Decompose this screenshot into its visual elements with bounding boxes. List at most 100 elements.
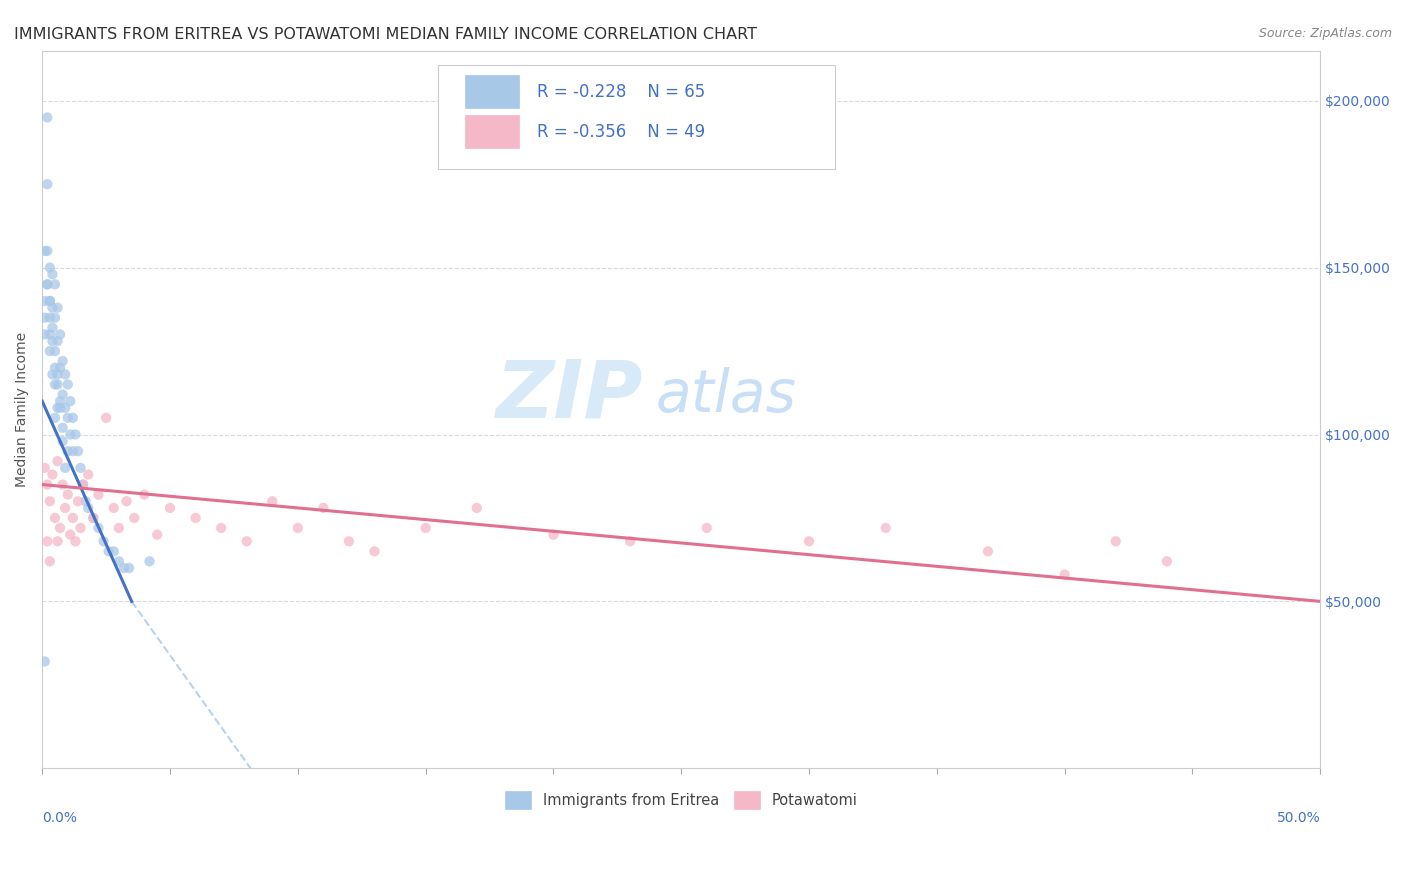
Point bbox=[34, 293, 56, 308]
Point bbox=[1105, 534, 1128, 549]
Point bbox=[66, 494, 89, 508]
Point bbox=[77, 500, 100, 515]
Text: 0.0%: 0.0% bbox=[42, 812, 77, 825]
Point bbox=[103, 544, 125, 558]
Point bbox=[82, 511, 104, 525]
Point bbox=[38, 310, 60, 325]
Point bbox=[103, 500, 125, 515]
Point bbox=[66, 444, 89, 458]
Point bbox=[46, 377, 69, 392]
Point bbox=[72, 477, 94, 491]
Point bbox=[62, 444, 84, 458]
Point bbox=[52, 387, 75, 401]
Point bbox=[41, 368, 63, 382]
Point bbox=[62, 410, 84, 425]
Point bbox=[37, 277, 59, 292]
Point bbox=[46, 368, 69, 382]
Point bbox=[37, 244, 59, 258]
Point bbox=[44, 377, 66, 392]
Point bbox=[619, 534, 641, 549]
Point bbox=[82, 511, 104, 525]
Text: atlas: atlas bbox=[655, 367, 797, 424]
Point bbox=[38, 554, 60, 568]
Point bbox=[37, 534, 59, 549]
Point bbox=[159, 500, 181, 515]
Point bbox=[37, 277, 59, 292]
Point bbox=[56, 444, 79, 458]
Point bbox=[34, 461, 56, 475]
Point bbox=[49, 360, 72, 375]
Point bbox=[59, 427, 82, 442]
Point bbox=[875, 521, 897, 535]
Point bbox=[44, 511, 66, 525]
Point bbox=[1156, 554, 1178, 568]
Point bbox=[52, 434, 75, 449]
Point bbox=[44, 410, 66, 425]
Legend: Immigrants from Eritrea, Potawatomi: Immigrants from Eritrea, Potawatomi bbox=[499, 785, 863, 814]
Text: ZIP: ZIP bbox=[495, 356, 643, 434]
Point bbox=[34, 327, 56, 342]
Text: R = -0.228    N = 65: R = -0.228 N = 65 bbox=[537, 83, 704, 101]
Point bbox=[93, 534, 115, 549]
Point bbox=[38, 260, 60, 275]
Point bbox=[34, 655, 56, 669]
Text: Source: ZipAtlas.com: Source: ZipAtlas.com bbox=[1258, 27, 1392, 40]
Point bbox=[41, 334, 63, 348]
Point bbox=[97, 544, 120, 558]
FancyBboxPatch shape bbox=[439, 65, 835, 169]
Point bbox=[52, 477, 75, 491]
Point bbox=[38, 344, 60, 359]
Point bbox=[69, 461, 91, 475]
Point bbox=[46, 534, 69, 549]
Point bbox=[87, 521, 110, 535]
Point bbox=[115, 494, 138, 508]
Point bbox=[209, 521, 232, 535]
Point bbox=[46, 334, 69, 348]
Point bbox=[65, 534, 87, 549]
Point bbox=[49, 521, 72, 535]
Point bbox=[41, 467, 63, 482]
Point bbox=[56, 410, 79, 425]
Point bbox=[138, 554, 160, 568]
Point bbox=[59, 394, 82, 409]
Point bbox=[75, 494, 97, 508]
Point bbox=[112, 561, 135, 575]
Point bbox=[87, 487, 110, 501]
Y-axis label: Median Family Income: Median Family Income bbox=[15, 332, 30, 487]
FancyBboxPatch shape bbox=[465, 75, 519, 108]
Point bbox=[122, 511, 145, 525]
Point bbox=[37, 177, 59, 191]
Point bbox=[52, 421, 75, 435]
Point bbox=[38, 327, 60, 342]
Point bbox=[38, 293, 60, 308]
Point bbox=[235, 534, 257, 549]
Point bbox=[34, 244, 56, 258]
Point bbox=[65, 427, 87, 442]
Point bbox=[44, 277, 66, 292]
Text: IMMIGRANTS FROM ERITREA VS POTAWATOMI MEDIAN FAMILY INCOME CORRELATION CHART: IMMIGRANTS FROM ERITREA VS POTAWATOMI ME… bbox=[14, 27, 756, 42]
Point bbox=[34, 310, 56, 325]
Point bbox=[53, 368, 76, 382]
Point bbox=[415, 521, 437, 535]
Point bbox=[37, 477, 59, 491]
Point bbox=[77, 467, 100, 482]
FancyBboxPatch shape bbox=[465, 115, 519, 148]
Point bbox=[41, 301, 63, 315]
Point bbox=[62, 511, 84, 525]
Text: R = -0.356    N = 49: R = -0.356 N = 49 bbox=[537, 123, 704, 141]
Point bbox=[543, 527, 565, 541]
Point bbox=[46, 401, 69, 415]
Point bbox=[49, 401, 72, 415]
Point bbox=[146, 527, 169, 541]
Point bbox=[56, 377, 79, 392]
Point bbox=[44, 344, 66, 359]
Point bbox=[37, 111, 59, 125]
Point bbox=[118, 561, 141, 575]
Point bbox=[262, 494, 284, 508]
Point bbox=[72, 477, 94, 491]
Point bbox=[53, 401, 76, 415]
Point bbox=[38, 494, 60, 508]
Point bbox=[49, 394, 72, 409]
Point bbox=[44, 310, 66, 325]
Point bbox=[363, 544, 385, 558]
